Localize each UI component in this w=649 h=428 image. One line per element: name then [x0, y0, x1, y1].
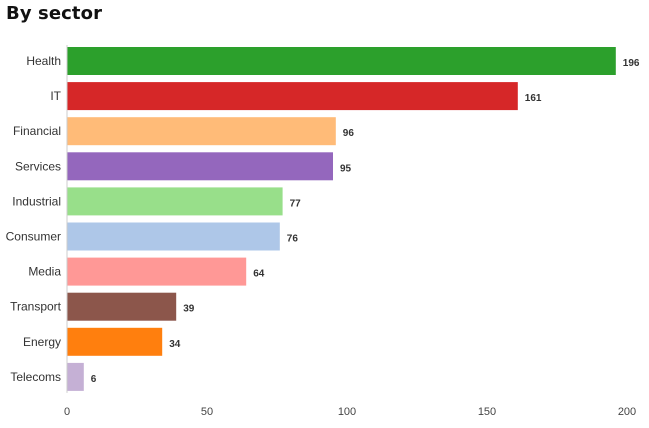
category-label-telecoms: Telecoms: [10, 370, 61, 384]
bar-services: [67, 152, 333, 181]
bar-financial: [67, 117, 336, 146]
bar-consumer: [67, 222, 280, 251]
x-tick-label-50: 50: [201, 406, 213, 418]
category-label-industrial: Industrial: [12, 194, 61, 208]
bar-industrial: [67, 187, 283, 216]
value-label-energy: 34: [169, 339, 181, 350]
bar-telecoms: [67, 362, 84, 391]
value-label-consumer: 76: [287, 234, 299, 245]
x-tick-label-150: 150: [478, 406, 496, 418]
x-axis: 0 50 100 150 200: [64, 406, 636, 418]
category-label-consumer: Consumer: [6, 230, 61, 244]
value-label-it: 161: [525, 93, 542, 104]
bar-transport: [67, 292, 177, 321]
value-label-telecoms: 6: [91, 374, 97, 385]
x-tick-label-200: 200: [618, 406, 636, 418]
value-label-services: 95: [340, 163, 352, 174]
category-label-financial: Financial: [13, 124, 61, 138]
value-label-transport: 39: [183, 304, 195, 315]
value-label-media: 64: [253, 269, 265, 280]
x-tick-label-0: 0: [64, 406, 70, 418]
bar-health: [67, 47, 616, 75]
category-label-services: Services: [15, 159, 61, 173]
value-label-industrial: 77: [290, 198, 302, 209]
category-label-it: IT: [50, 89, 61, 103]
chart-title: By sector: [6, 3, 103, 24]
bars-layer: [67, 47, 616, 391]
category-label-transport: Transport: [10, 300, 62, 314]
bar-media: [67, 257, 247, 286]
value-label-financial: 96: [343, 128, 355, 139]
category-labels: Health IT Financial Services Industrial Consu…: [6, 54, 62, 384]
category-label-health: Health: [26, 54, 61, 68]
category-label-energy: Energy: [23, 335, 61, 349]
bar-energy: [67, 327, 163, 356]
category-label-media: Media: [28, 265, 61, 279]
value-label-health: 196: [623, 58, 640, 69]
value-labels: 196 161 96 95 77 76 64 39 34 6: [91, 58, 640, 385]
bar-it: [67, 82, 518, 111]
x-tick-label-100: 100: [338, 406, 356, 418]
